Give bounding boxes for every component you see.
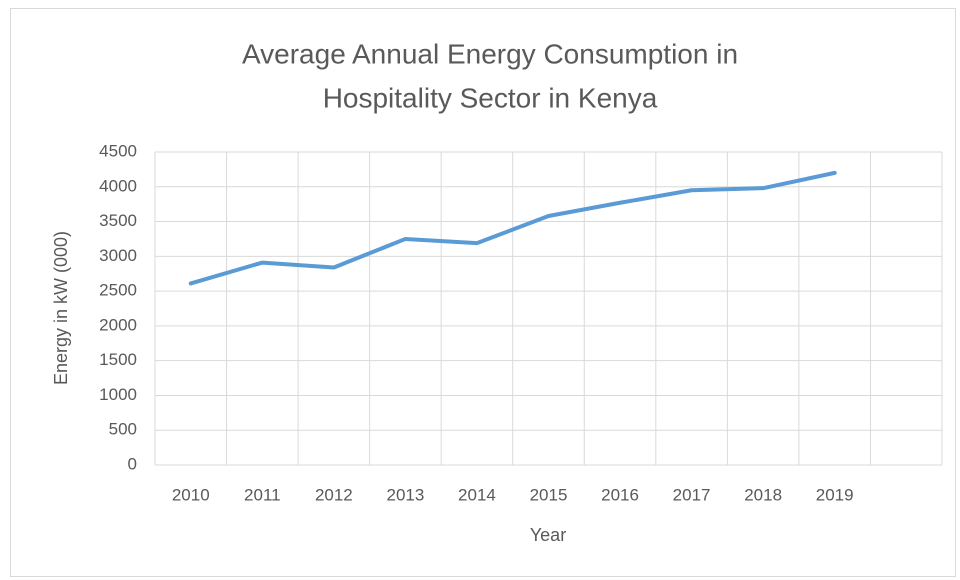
x-tick-label: 2019 [816, 485, 854, 504]
chart-title: Hospitality Sector in Kenya [323, 82, 658, 113]
y-axis-title: Energy in kW (000) [51, 231, 71, 385]
x-tick-label: 2018 [744, 485, 782, 504]
y-tick-label: 0 [128, 454, 137, 473]
x-tick-label: 2017 [673, 485, 711, 504]
y-tick-label: 1000 [99, 385, 137, 404]
y-tick-label: 1500 [99, 350, 137, 369]
y-tick-label: 500 [109, 420, 137, 439]
x-tick-label: 2014 [458, 485, 496, 504]
data-line [188, 170, 837, 286]
y-tick-label: 4500 [99, 141, 137, 160]
x-tick-label: 2015 [530, 485, 568, 504]
chart-border [10, 8, 956, 577]
chart-title: Average Annual Energy Consumption in [242, 38, 738, 69]
y-tick-label: 4000 [99, 176, 137, 195]
x-axis-title: Year [530, 525, 566, 545]
y-tick-label: 2500 [99, 281, 137, 300]
x-tick-label: 2012 [315, 485, 353, 504]
x-tick-label: 2011 [244, 485, 281, 504]
y-tick-label: 3500 [99, 211, 137, 230]
y-tick-label: 2000 [99, 315, 137, 334]
y-tick-label: 3000 [99, 246, 137, 265]
x-tick-label: 2010 [172, 485, 210, 504]
x-tick-label: 2013 [386, 485, 424, 504]
x-tick-label: 2016 [601, 485, 639, 504]
